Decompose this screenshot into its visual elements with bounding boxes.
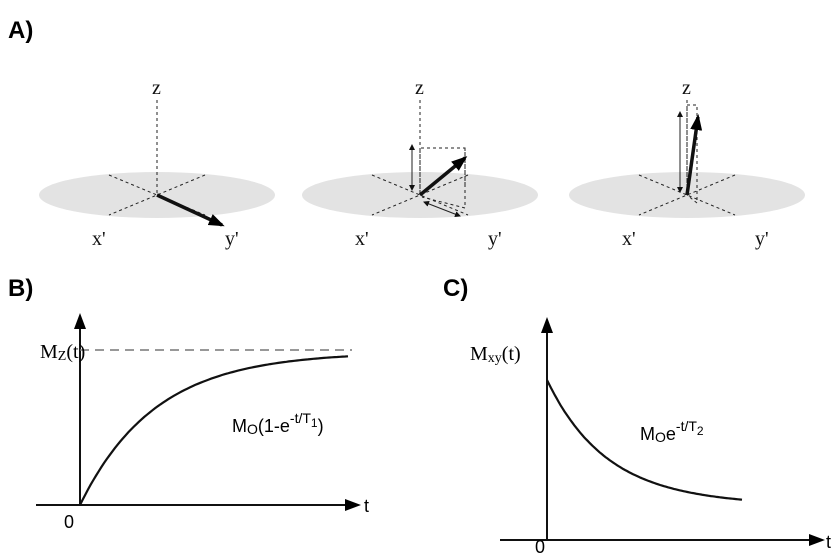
panel-label: C)	[443, 275, 468, 302]
y-label: Mxy(t)	[470, 343, 521, 366]
formula: MO(1-e-t/T1)	[232, 410, 324, 437]
x-label: t	[364, 496, 369, 516]
axis-label: x'	[622, 228, 636, 250]
axis-label: y'	[225, 228, 239, 250]
axis-label: z	[152, 77, 161, 99]
axis-label: z	[415, 77, 424, 99]
axis-label: z	[682, 77, 691, 99]
axis-label: x'	[92, 228, 106, 250]
axis-label: y'	[755, 228, 769, 250]
panel-label: B)	[8, 275, 33, 302]
origin-label: 0	[535, 537, 545, 555]
origin-label: 0	[64, 512, 74, 532]
formula: MOe-t/T2	[640, 418, 704, 445]
panel-label: A)	[8, 17, 33, 44]
x-label: t	[826, 532, 831, 552]
axis-label: x'	[355, 228, 369, 250]
y-label: MZ(t)	[40, 341, 85, 364]
axis-label: y'	[488, 228, 502, 250]
figure: A) z x' y' z x' y' z x' y' B) MZ(t) 0 t MO(1-e-t…	[0, 0, 836, 555]
